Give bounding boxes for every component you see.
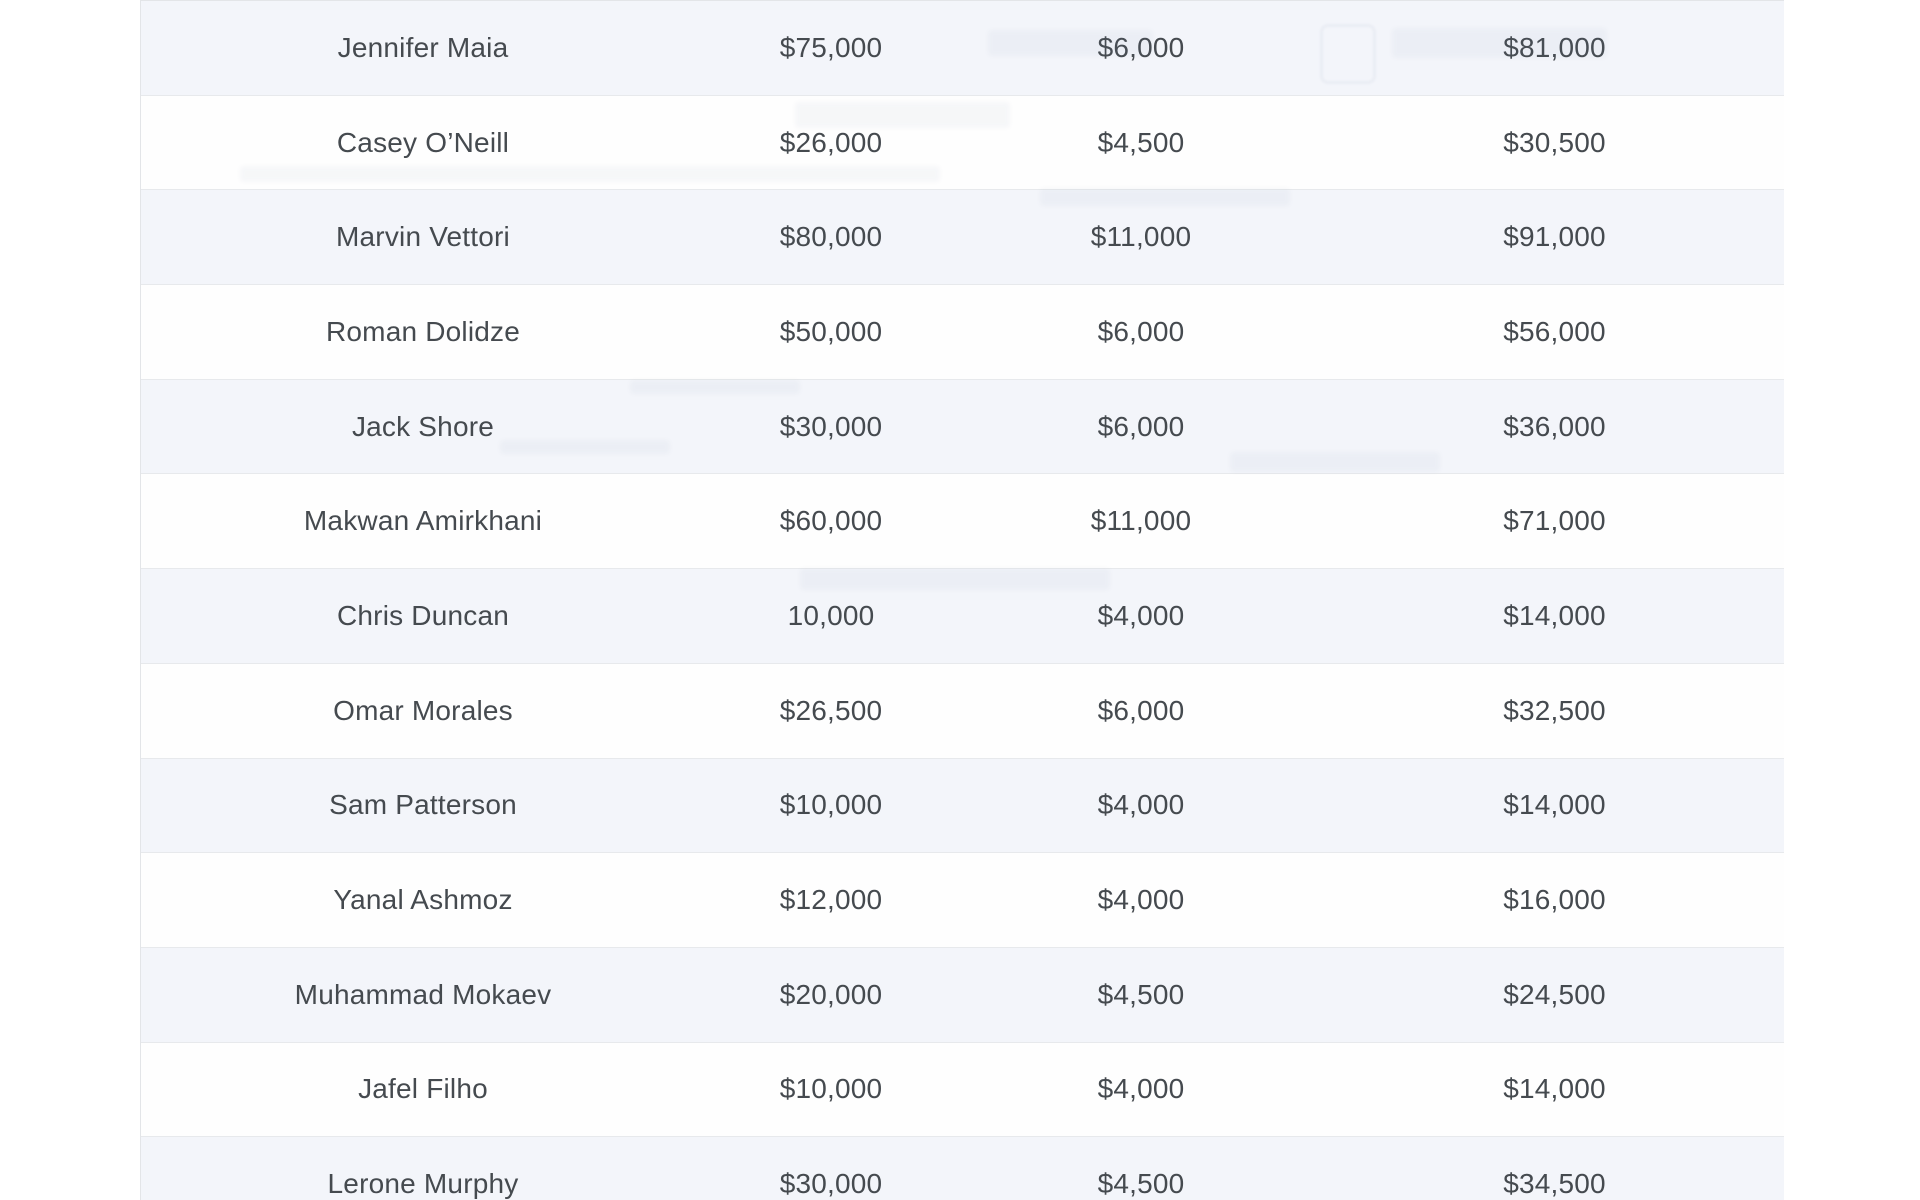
bonus-cell: $4,000: [957, 1042, 1325, 1138]
salary-cell: $10,000: [705, 758, 957, 854]
table-row: Makwan Amirkhani $60,000 $11,000 $71,000: [141, 474, 1784, 570]
total-cell: $30,500: [1325, 95, 1784, 191]
table-row: Jafel Filho $10,000 $4,000 $14,000: [141, 1042, 1784, 1138]
fighter-cell: Casey O’Neill: [141, 95, 705, 191]
total-cell: $14,000: [1325, 758, 1784, 854]
bonus-cell: $4,500: [957, 947, 1325, 1043]
bonus-cell: $6,000: [957, 663, 1325, 759]
fighter-cell: Omar Morales: [141, 663, 705, 759]
table-row: Muhammad Mokaev $20,000 $4,500 $24,500: [141, 947, 1784, 1043]
salary-cell: $26,500: [705, 663, 957, 759]
total-cell: $34,500: [1325, 1137, 1784, 1200]
table-row: Roman Dolidze $50,000 $6,000 $56,000: [141, 285, 1784, 380]
total-cell: $71,000: [1325, 474, 1784, 570]
salary-cell: $30,000: [705, 1137, 957, 1200]
salary-cell: $60,000: [705, 474, 957, 570]
table-row: Omar Morales $26,500 $6,000 $32,500: [141, 663, 1784, 759]
table-row: Chris Duncan 10,000 $4,000 $14,000: [141, 569, 1784, 664]
bonus-cell: $4,000: [957, 569, 1325, 664]
bonus-cell: $4,500: [957, 1137, 1325, 1200]
salary-cell: $75,000: [705, 1, 957, 96]
bonus-cell: $11,000: [957, 190, 1325, 286]
fighter-cell: Jennifer Maia: [141, 1, 705, 96]
total-cell: $14,000: [1325, 569, 1784, 664]
salary-cell: $50,000: [705, 285, 957, 380]
total-cell: $16,000: [1325, 853, 1784, 948]
table-row: Jennifer Maia $75,000 $6,000 $81,000: [141, 1, 1784, 96]
fighter-cell: Muhammad Mokaev: [141, 947, 705, 1043]
table-row: Lerone Murphy $30,000 $4,500 $34,500: [141, 1137, 1784, 1200]
fighter-cell: Marvin Vettori: [141, 190, 705, 286]
salary-cell: $10,000: [705, 1042, 957, 1138]
bonus-cell: $4,000: [957, 758, 1325, 854]
table-row: Sam Patterson $10,000 $4,000 $14,000: [141, 758, 1784, 854]
bonus-cell: $4,500: [957, 95, 1325, 191]
total-cell: $56,000: [1325, 285, 1784, 380]
bonus-cell: $6,000: [957, 379, 1325, 475]
salary-cell: 10,000: [705, 569, 957, 664]
table-row: Marvin Vettori $80,000 $11,000 $91,000: [141, 190, 1784, 286]
fighter-cell: Lerone Murphy: [141, 1137, 705, 1200]
salary-cell: $20,000: [705, 947, 957, 1043]
payouts-table-body: Jennifer Maia $75,000 $6,000 $81,000 Casey O…: [141, 1, 1784, 1200]
fighter-cell: Makwan Amirkhani: [141, 474, 705, 570]
fighter-cell: Chris Duncan: [141, 569, 705, 664]
total-cell: $14,000: [1325, 1042, 1784, 1138]
table-row: Yanal Ashmoz $12,000 $4,000 $16,000: [141, 853, 1784, 948]
bonus-cell: $6,000: [957, 1, 1325, 96]
total-cell: $36,000: [1325, 379, 1784, 475]
total-cell: $91,000: [1325, 190, 1784, 286]
salary-cell: $30,000: [705, 379, 957, 475]
salary-cell: $12,000: [705, 853, 957, 948]
bonus-cell: $11,000: [957, 474, 1325, 570]
fighter-cell: Sam Patterson: [141, 758, 705, 854]
table-row: Casey O’Neill $26,000 $4,500 $30,500: [141, 95, 1784, 191]
bonus-cell: $4,000: [957, 853, 1325, 948]
salary-cell: $80,000: [705, 190, 957, 286]
fighter-cell: Jack Shore: [141, 379, 705, 475]
table-row: Jack Shore $30,000 $6,000 $36,000: [141, 379, 1784, 475]
salary-cell: $26,000: [705, 95, 957, 191]
total-cell: $81,000: [1325, 1, 1784, 96]
total-cell: $24,500: [1325, 947, 1784, 1043]
payouts-table-container: Jennifer Maia $75,000 $6,000 $81,000 Casey O…: [140, 0, 1784, 1200]
bonus-cell: $6,000: [957, 285, 1325, 380]
fighter-cell: Roman Dolidze: [141, 285, 705, 380]
payouts-table: Jennifer Maia $75,000 $6,000 $81,000 Casey O…: [140, 0, 1784, 1200]
total-cell: $32,500: [1325, 663, 1784, 759]
fighter-cell: Jafel Filho: [141, 1042, 705, 1138]
fighter-cell: Yanal Ashmoz: [141, 853, 705, 948]
